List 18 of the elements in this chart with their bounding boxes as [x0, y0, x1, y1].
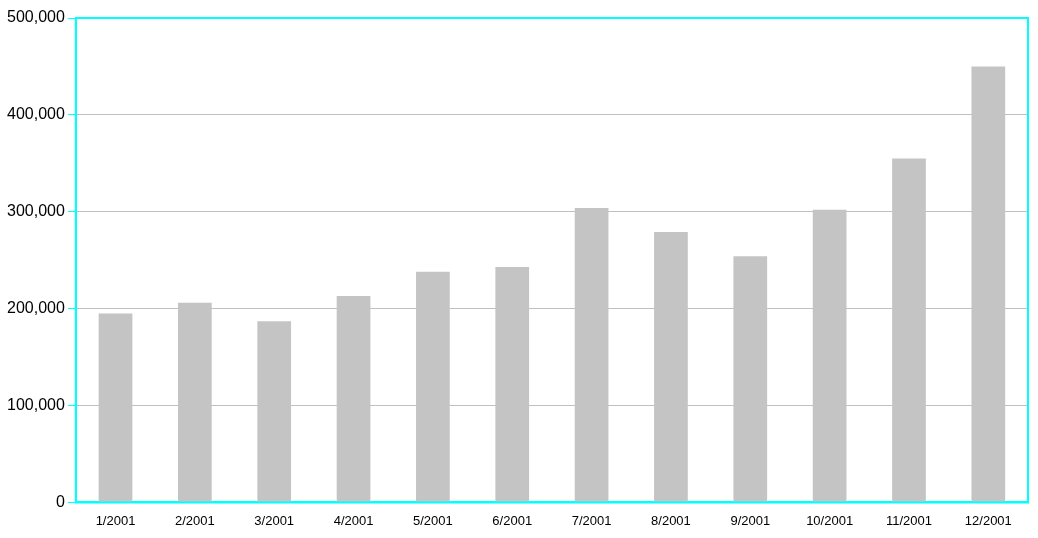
x-tick-label: 3/2001	[254, 512, 295, 528]
x-tick-label: 9/2001	[730, 512, 771, 528]
x-tick-label: 1/2001	[95, 512, 136, 528]
x-tick-label: 12/2001	[964, 512, 1012, 528]
y-tick-label: 200,000	[6, 299, 65, 317]
y-tick-label: 100,000	[6, 395, 65, 413]
y-tick-label: 300,000	[6, 202, 65, 220]
x-tick-label: 5/2001	[413, 512, 453, 528]
y-tick-label: 500,000	[6, 8, 65, 26]
x-tick-label: 4/2001	[333, 512, 374, 528]
x-tick-label: 2/2001	[174, 512, 215, 528]
x-tick-label: 11/2001	[885, 512, 932, 528]
x-tick-label: 6/2001	[492, 512, 533, 528]
y-tick-label: 0	[55, 492, 65, 510]
x-tick-label: 7/2001	[571, 512, 612, 528]
x-tick-label: 10/2001	[806, 512, 854, 528]
y-tick-label: 400,000	[6, 105, 65, 123]
x-tick-label: 8/2001	[651, 512, 691, 528]
